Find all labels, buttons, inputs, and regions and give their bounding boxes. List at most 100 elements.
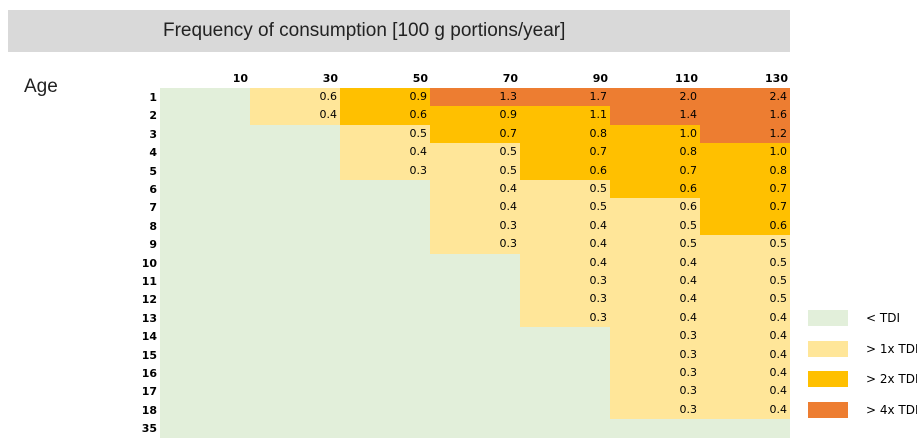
column-header: 70 [502, 72, 518, 85]
cell: 0.3 [520, 308, 610, 328]
header-band [8, 10, 790, 52]
cell [430, 400, 520, 420]
cell [160, 400, 250, 420]
cell [340, 308, 430, 328]
cell [340, 419, 430, 438]
cell [160, 180, 250, 199]
cell [250, 382, 340, 402]
cell: 0.4 [610, 253, 700, 273]
cell [160, 364, 250, 383]
cell [160, 419, 250, 438]
cell: 0.6 [700, 216, 790, 236]
cell [430, 253, 520, 273]
cell: 0.5 [430, 161, 520, 181]
cell [160, 272, 250, 291]
cell [340, 400, 430, 420]
cell [520, 345, 610, 365]
row-label: 7 [149, 201, 157, 215]
cell: 0.7 [520, 143, 610, 163]
cell [340, 345, 430, 365]
legend-swatch [808, 310, 848, 326]
cell [250, 272, 340, 291]
cell: 1.1 [520, 106, 610, 126]
cell [430, 290, 520, 310]
cell [520, 382, 610, 402]
row-label: 9 [149, 238, 157, 252]
cell [250, 216, 340, 236]
legend-label: < TDI [866, 311, 900, 325]
row-label: 5 [149, 164, 157, 178]
cell [160, 124, 250, 144]
title: Frequency of consumption [100 g portions… [163, 20, 566, 41]
cell: 0.3 [520, 272, 610, 291]
cell: 0.4 [610, 272, 700, 291]
cell [250, 161, 340, 181]
row-label: 8 [149, 219, 157, 233]
cell: 1.6 [700, 106, 790, 126]
cell: 0.4 [430, 198, 520, 218]
row-label: 15 [141, 348, 157, 362]
legend-label: > 1x TDI [866, 341, 917, 356]
cell: 0.4 [700, 382, 790, 402]
cell: 0.9 [430, 106, 520, 126]
cell: 0.5 [700, 272, 790, 291]
cell [250, 253, 340, 273]
cell: 0.5 [610, 235, 700, 255]
row-label: 16 [141, 367, 157, 380]
row-label: 4 [149, 146, 157, 160]
cell: 0.5 [430, 143, 520, 163]
cell [340, 198, 430, 218]
row-label: 10 [141, 256, 157, 270]
cell: 0.4 [340, 143, 430, 163]
cell [160, 216, 250, 236]
cell: 0.4 [700, 308, 790, 328]
cell [430, 327, 520, 347]
cell: 0.6 [250, 88, 340, 107]
cell [250, 364, 340, 383]
cell: 0.7 [430, 124, 520, 144]
cell: 1.0 [610, 124, 700, 144]
cell [340, 272, 430, 291]
cell: 2.4 [700, 88, 790, 107]
cell: 0.3 [610, 400, 700, 420]
cell: 0.4 [520, 235, 610, 255]
cell: 0.4 [430, 180, 520, 199]
cell: 0.3 [610, 327, 700, 347]
cell: 1.7 [520, 88, 610, 107]
cell: 0.8 [520, 124, 610, 144]
cell: 0.4 [700, 364, 790, 383]
row-label: 14 [141, 330, 157, 344]
cell: 1.2 [700, 124, 790, 144]
cell [250, 327, 340, 347]
cell: 0.4 [250, 106, 340, 126]
cell: 0.6 [610, 198, 700, 218]
cell [160, 88, 250, 107]
cell: 0.3 [340, 161, 430, 181]
cell [250, 290, 340, 310]
cell [250, 400, 340, 420]
cell: 0.4 [520, 216, 610, 236]
cell: 0.3 [610, 382, 700, 402]
row-label: 11 [141, 275, 157, 288]
cell: 0.4 [700, 400, 790, 420]
cell [340, 382, 430, 402]
cell: 0.4 [700, 345, 790, 365]
column-header: 90 [592, 72, 608, 85]
legend-label: > 2x TDI [866, 372, 917, 386]
cell [160, 161, 250, 181]
cell [160, 198, 250, 218]
cell [250, 235, 340, 255]
cell [340, 180, 430, 199]
cell: 0.5 [700, 235, 790, 255]
cell [430, 308, 520, 328]
cell [340, 235, 430, 255]
cell [430, 272, 520, 291]
column-header: 110 [675, 72, 698, 85]
legend-swatch [808, 371, 848, 387]
cell [250, 143, 340, 163]
cell [430, 364, 520, 383]
cell [520, 364, 610, 383]
cell: 0.4 [700, 327, 790, 347]
cell [340, 253, 430, 273]
cell: 0.5 [700, 253, 790, 273]
